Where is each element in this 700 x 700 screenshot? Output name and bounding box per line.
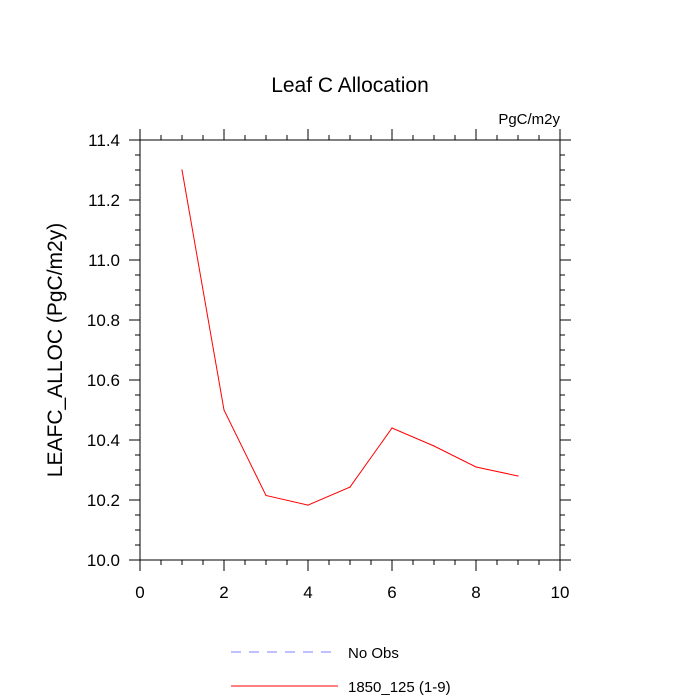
chart-title: Leaf C Allocation <box>271 74 429 97</box>
y-tick-labels: 10.0 10.2 10.4 10.6 10.8 11.0 11.2 11.4 <box>87 131 120 570</box>
legend: No Obs 1850_125 (1-9) <box>231 645 451 696</box>
x-tick-label: 10 <box>551 583 570 602</box>
axis-ticks <box>129 129 571 571</box>
data-point <box>349 486 351 488</box>
y-tick-label: 10.0 <box>87 551 120 570</box>
units-label: PgC/m2y <box>498 111 560 128</box>
data-point <box>475 466 477 468</box>
legend-label: 1850_125 (1-9) <box>348 679 451 696</box>
x-tick-label: 4 <box>303 583 312 602</box>
y-tick-label: 10.2 <box>87 491 120 510</box>
plot-frame <box>139 139 561 561</box>
y-axis-label: LEAFC_ALLOC (PgC/m2y) <box>44 223 67 477</box>
data-point <box>265 494 267 497</box>
series-line <box>181 169 519 506</box>
x-tick-labels: 0 2 4 6 8 10 <box>135 583 569 602</box>
y-tick-label: 11.0 <box>88 251 120 270</box>
data-point <box>433 445 435 447</box>
x-tick-label: 8 <box>471 583 480 602</box>
y-tick-label: 11.4 <box>88 131 120 150</box>
x-tick-label: 0 <box>135 583 144 602</box>
data-point <box>517 475 519 477</box>
data-point <box>181 169 183 171</box>
y-tick-label: 10.8 <box>87 311 120 330</box>
x-tick-label: 6 <box>387 583 396 602</box>
x-tick-label: 2 <box>219 583 228 602</box>
data-point <box>307 504 309 506</box>
series-layer <box>181 169 519 506</box>
y-tick-label: 10.4 <box>87 431 120 450</box>
y-tick-label: 11.2 <box>88 191 120 210</box>
data-point <box>223 409 225 411</box>
legend-label: No Obs <box>348 645 399 662</box>
y-tick-label: 10.6 <box>87 371 120 390</box>
data-point <box>391 427 393 429</box>
